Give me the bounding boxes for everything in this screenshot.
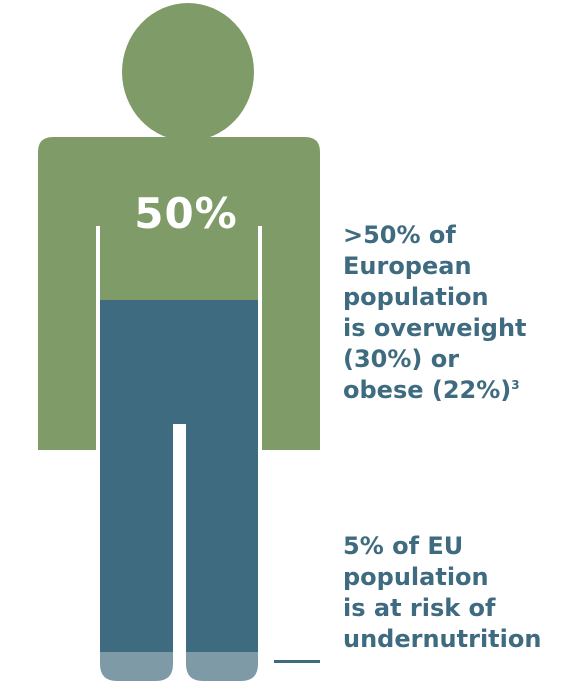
figure-left-foot xyxy=(100,652,173,681)
overweight-caption: >50% of European population is overweigh… xyxy=(343,220,527,406)
overweight-caption-text: >50% of European population is overweigh… xyxy=(343,221,527,404)
reference-superscript: 3 xyxy=(511,378,520,392)
figure-lower-body xyxy=(100,300,258,652)
figure-percent-label: 50% xyxy=(134,189,238,238)
undernutrition-caption: 5% of EU population is at risk of undern… xyxy=(343,532,542,653)
undernutrition-pointer-line xyxy=(274,660,320,663)
figure-head xyxy=(122,3,254,141)
figure-upper-body xyxy=(38,137,320,450)
figure-right-foot xyxy=(186,652,258,681)
